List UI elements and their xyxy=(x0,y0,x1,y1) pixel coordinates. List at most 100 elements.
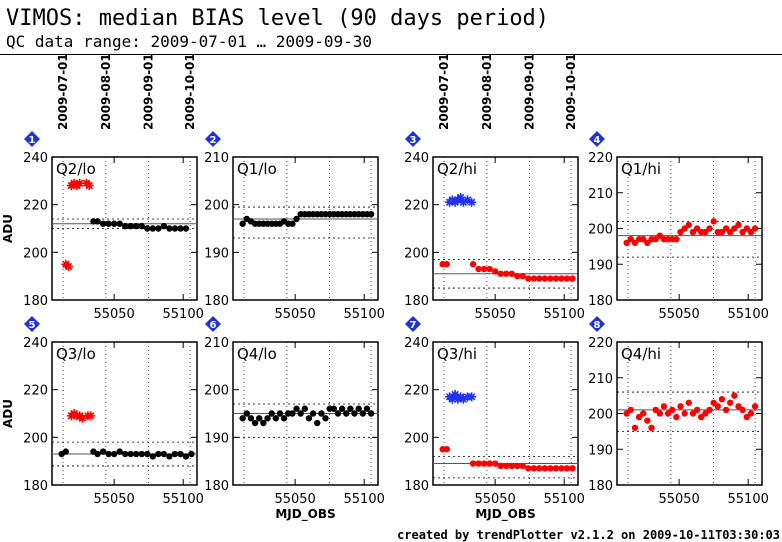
panel-frame xyxy=(432,156,579,301)
data-point xyxy=(644,417,651,424)
data-point xyxy=(188,450,195,458)
data-point xyxy=(530,275,538,282)
data-point xyxy=(664,410,672,417)
data-point xyxy=(86,411,96,421)
panel-label: Q2/hi xyxy=(437,160,477,178)
y-tick-label: 210 xyxy=(588,187,613,202)
x-tick-label: 55100 xyxy=(163,307,204,322)
data-point xyxy=(486,265,493,273)
data-point xyxy=(330,405,338,412)
data-point xyxy=(355,405,362,412)
x-tick-label: 55100 xyxy=(163,492,204,507)
data-point xyxy=(480,265,488,273)
data-point xyxy=(552,465,560,472)
data-point xyxy=(467,197,477,207)
data-point xyxy=(75,178,85,188)
panel-index-number: 4 xyxy=(594,135,601,146)
panel-frame xyxy=(616,156,763,301)
data-point xyxy=(309,410,317,417)
date-axis-label: 2009-09-01 xyxy=(523,53,537,130)
panel-index-badge xyxy=(24,316,40,332)
data-point xyxy=(155,225,162,232)
data-point xyxy=(656,410,664,417)
data-point xyxy=(491,460,499,467)
data-point xyxy=(305,415,313,422)
data-point xyxy=(243,410,251,417)
data-point xyxy=(743,413,751,421)
data-point xyxy=(563,465,571,472)
x-tick-label: 55100 xyxy=(728,307,769,322)
data-point xyxy=(710,399,717,406)
data-point xyxy=(547,275,554,282)
data-point xyxy=(718,396,726,403)
y-tick-label: 220 xyxy=(588,336,613,351)
data-point xyxy=(447,394,457,404)
panel-label: Q3/lo xyxy=(56,345,96,363)
x-tick-label: 55050 xyxy=(474,307,515,322)
data-point xyxy=(144,225,151,232)
data-point xyxy=(322,415,329,422)
data-point xyxy=(706,225,713,232)
y-tick-label: 240 xyxy=(404,336,429,351)
data-point xyxy=(443,446,451,453)
data-point xyxy=(743,225,751,232)
y-tick-label: 180 xyxy=(588,479,613,494)
y-tick-label: 200 xyxy=(588,223,613,238)
data-point xyxy=(623,410,630,417)
panel-index-number: 5 xyxy=(29,320,36,331)
data-point xyxy=(623,239,630,246)
data-point xyxy=(94,218,101,225)
panel-index-badge xyxy=(205,316,221,332)
data-point xyxy=(182,225,190,232)
data-point xyxy=(256,415,263,422)
x-axis-label: MJD_OBS xyxy=(475,507,535,522)
data-point xyxy=(138,450,145,458)
y-tick-label: 220 xyxy=(404,384,429,399)
data-point xyxy=(640,410,647,417)
panel-1: 180 200 220 240 55050 55100 Q2/lo 1 ADU xyxy=(1,131,204,322)
data-point xyxy=(677,403,684,410)
y-tick-label: 240 xyxy=(23,151,48,166)
data-point xyxy=(127,222,134,230)
data-point xyxy=(99,220,107,227)
data-point xyxy=(563,275,571,282)
data-point xyxy=(272,415,280,422)
y-tick-label: 200 xyxy=(204,384,229,399)
panel-label: Q3/hi xyxy=(437,345,477,363)
data-point xyxy=(239,415,246,422)
panel-5: 180 200 220 240 55050 55100 Q3/lo 5 ADU xyxy=(1,316,204,507)
y-tick-label: 180 xyxy=(404,479,429,494)
data-point xyxy=(689,228,697,236)
data-point xyxy=(706,406,713,414)
data-point xyxy=(144,450,151,458)
data-point xyxy=(502,462,510,470)
data-point xyxy=(177,450,184,458)
y-tick-label: 220 xyxy=(404,199,429,214)
data-point xyxy=(160,222,168,230)
data-point xyxy=(739,406,746,414)
y-tick-label: 200 xyxy=(23,431,48,446)
y-tick-label: 190 xyxy=(204,431,229,446)
data-point xyxy=(121,450,129,458)
data-point xyxy=(467,392,477,402)
data-point xyxy=(693,225,701,232)
data-point xyxy=(116,220,123,227)
data-point xyxy=(685,221,693,229)
data-point xyxy=(693,406,701,414)
x-tick-label: 55050 xyxy=(274,492,315,507)
data-point xyxy=(640,236,647,243)
x-tick-label: 55100 xyxy=(344,307,385,322)
data-point xyxy=(314,419,321,427)
x-tick-label: 55100 xyxy=(344,492,385,507)
data-point xyxy=(673,236,680,243)
panel-label: Q1/lo xyxy=(237,160,277,178)
data-point xyxy=(519,462,526,470)
y-tick-label: 190 xyxy=(204,246,229,261)
panel-7: 180 200 220 240 55050 55100 Q3/hi 7 MJD_OBS xyxy=(404,316,585,522)
data-point xyxy=(627,406,635,414)
data-point xyxy=(99,448,107,455)
data-point xyxy=(547,465,554,472)
data-point xyxy=(149,453,157,460)
data-point xyxy=(627,236,635,243)
